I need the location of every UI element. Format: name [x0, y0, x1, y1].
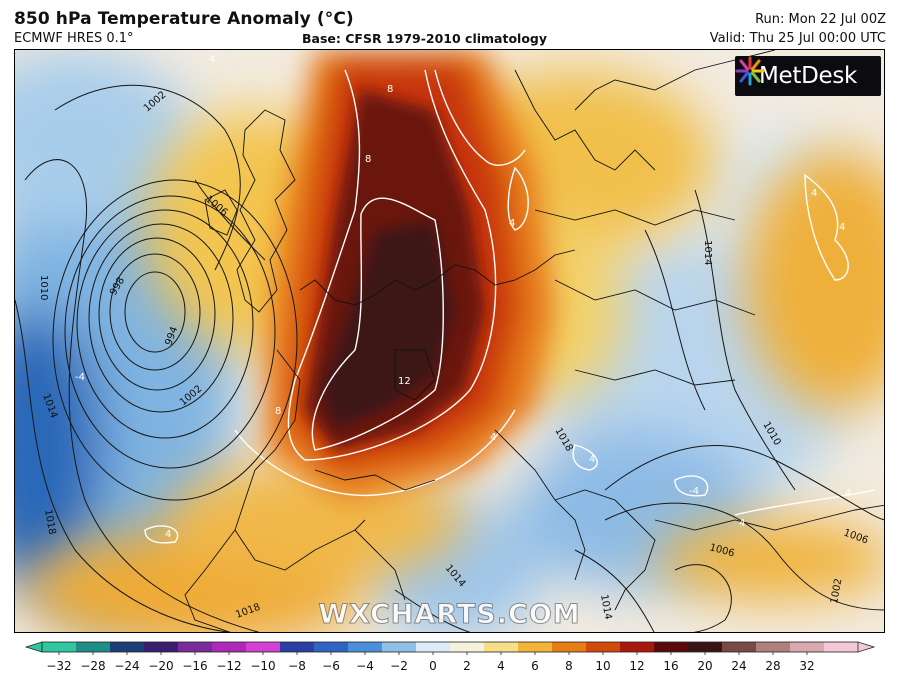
colorbar-tick-label: 8 — [565, 659, 573, 673]
anomaly-label: 4 — [589, 454, 595, 465]
colorbar-swatch — [654, 642, 689, 652]
colorbar-tick-label: 4 — [497, 659, 505, 673]
colorbar-swatch — [450, 642, 485, 652]
colorbar-tick-label: −2 — [390, 659, 408, 673]
anomaly-label: -4 — [75, 372, 85, 383]
anomaly-label: 4 — [165, 529, 171, 540]
colorbar-swatch — [144, 642, 179, 652]
colorbar-swatch — [756, 642, 791, 652]
colorbar-tick-label: −10 — [250, 659, 275, 673]
anomaly-label: 12 — [398, 376, 411, 387]
model-label: ECMWF HRES 0.1° — [14, 31, 134, 46]
colorbar-tick-label: 32 — [799, 659, 814, 673]
colorbar-swatch — [42, 642, 77, 652]
anomaly-label: 4 — [509, 218, 515, 229]
colorbar-swatch — [382, 642, 417, 652]
colorbar-border — [41, 641, 859, 653]
colorbar-swatch — [552, 642, 587, 652]
isobar-label: 1018 — [42, 509, 57, 536]
colorbar-swatch — [348, 642, 383, 652]
anomaly-label: 8 — [365, 154, 371, 165]
colorbar-swatch — [586, 642, 621, 652]
colorbar-tick-label: −6 — [322, 659, 340, 673]
colorbar-tick-label: 12 — [629, 659, 644, 673]
anomaly-label: 4 — [811, 188, 817, 199]
colorbar: −32 −28 −24 −20 −16 −12 −10 −8 −6 −4 −2 0 2 4 6 8 10 12 16… — [24, 641, 876, 673]
metdesk-burst-icon — [735, 56, 765, 86]
colorbar-swatch — [688, 642, 723, 652]
colorbar-tick-label: −24 — [114, 659, 139, 673]
metdesk-logo-text: MetDesk — [758, 63, 858, 89]
colorbar-tick-label: −4 — [356, 659, 374, 673]
colorbar-swatch — [790, 642, 825, 652]
colorbar-swatch — [484, 642, 519, 652]
colorbar-tick-label: 24 — [731, 659, 746, 673]
colorbar-swatch — [178, 642, 213, 652]
colorbar-swatch — [416, 642, 451, 652]
colorbar-swatch — [246, 642, 281, 652]
anomaly-label: 4 — [739, 518, 745, 529]
colorbar-max-arrow — [857, 641, 876, 653]
colorbar-tick-label: 16 — [663, 659, 678, 673]
anomaly-label: 4 — [845, 488, 851, 499]
map-title: 850 hPa Temperature Anomaly (°C) — [14, 9, 354, 29]
colorbar-swatch — [110, 642, 145, 652]
run-time-label: Run: Mon 22 Jul 00Z — [755, 12, 886, 27]
colorbar-tick-label: −20 — [148, 659, 173, 673]
colorbar-tick-label: 10 — [595, 659, 610, 673]
colorbar-swatch — [824, 642, 859, 652]
colorbar-tick-label: −12 — [216, 659, 241, 673]
colorbar-swatch — [620, 642, 655, 652]
anomaly-label: 8 — [387, 84, 393, 95]
colorbar-tick-label: 28 — [765, 659, 780, 673]
colorbar-swatch — [518, 642, 553, 652]
anomaly-label: -4 — [689, 486, 699, 497]
colorbar-tick-label: −28 — [80, 659, 105, 673]
colorbar-tick-label: 2 — [463, 659, 471, 673]
anomaly-contours — [144, 69, 876, 544]
isobars — [15, 84, 884, 632]
wxcharts-watermark: WXCHARTS.COM — [318, 599, 581, 631]
anomaly-map[interactable]: 1002 1006 1010 998 994 1002 1014 1018 10… — [14, 49, 885, 633]
colorbar-swatch — [76, 642, 111, 652]
isobar-label: 1014 — [598, 594, 613, 621]
colorbar-tick-label: −32 — [46, 659, 71, 673]
colorbar-tick-label: 6 — [531, 659, 539, 673]
map-canvas: 1002 1006 1010 998 994 1002 1014 1018 10… — [15, 50, 884, 632]
colorbar-min-arrow — [24, 641, 43, 653]
coastlines — [184, 50, 884, 632]
colorbar-tick-label: −16 — [182, 659, 207, 673]
anomaly-label: 4 — [839, 222, 845, 233]
colorbar-swatch — [280, 642, 315, 652]
anomaly-label: 4 — [490, 432, 496, 443]
anomaly-label: 8 — [275, 406, 281, 417]
isobar-label: 1014 — [702, 240, 713, 265]
isobar-label: 1002 — [829, 578, 844, 605]
colorbar-tick-label: −8 — [288, 659, 306, 673]
colorbar-tick-label: 0 — [429, 659, 437, 673]
isobar-label: 1010 — [38, 275, 49, 300]
extreme-core — [305, 90, 485, 450]
valid-time-label: Valid: Thu 25 Jul 00:00 UTC — [709, 31, 886, 46]
anomaly-label: 4 — [209, 54, 215, 65]
colorbar-tick-label: 20 — [697, 659, 712, 673]
anomaly-labels: 8 8 12 8 4 4 4 4 -4 -4 4 4 4 4 4 — [75, 54, 851, 540]
colorbar-swatch — [722, 642, 757, 652]
base-climatology-label: Base: CFSR 1979-2010 climatology — [302, 31, 548, 46]
colorbar-swatch — [212, 642, 247, 652]
colorbar-swatch — [314, 642, 349, 652]
metdesk-logo[interactable]: MetDesk — [735, 56, 881, 96]
